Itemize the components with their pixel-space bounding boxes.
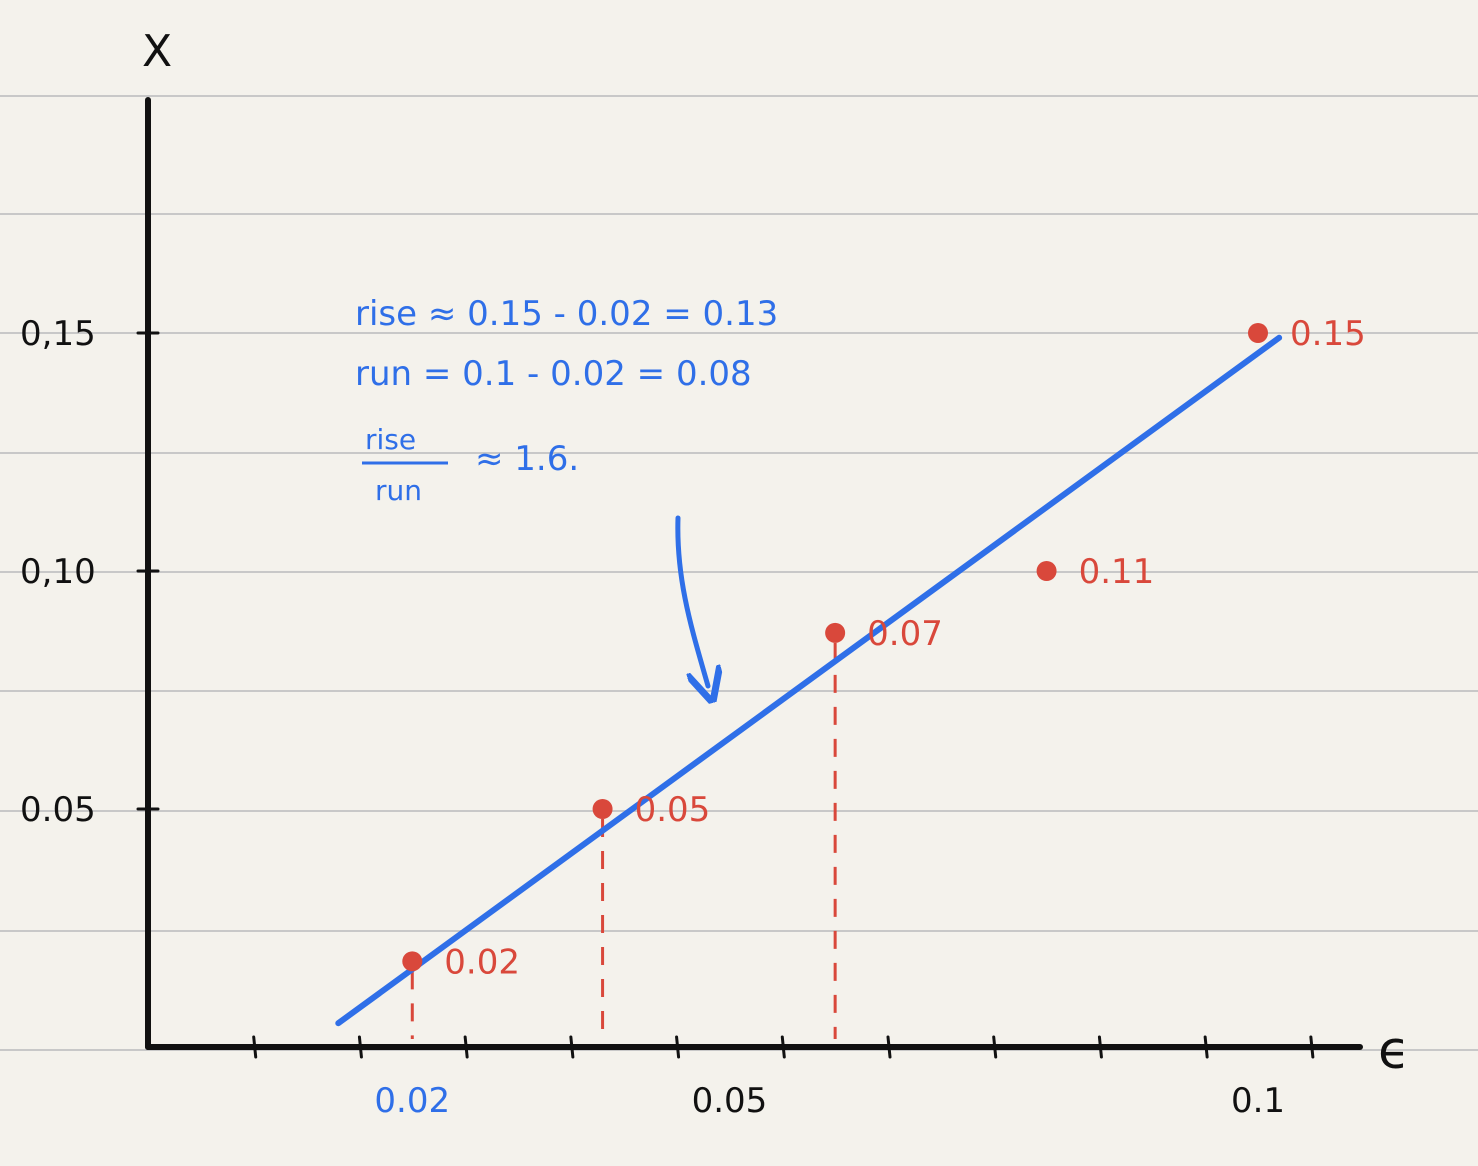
fraction-denominator: run xyxy=(375,474,422,507)
ruled-paper-lines xyxy=(0,95,1478,1051)
x-tick xyxy=(1203,1035,1209,1059)
x-tick-label: 0.02 xyxy=(374,1081,450,1121)
x-tick xyxy=(675,1035,681,1059)
axes: ϵ X 0.02 0.05 0.1 0.05 0,10 0,15 xyxy=(20,26,1410,1121)
fit-line-layer xyxy=(335,334,1283,1027)
y-tick-label: 0,15 xyxy=(20,314,96,354)
annotations: rise ≈ 0.15 - 0.02 = 0.13 run = 0.1 - 0.… xyxy=(355,294,778,686)
rise-annotation: rise ≈ 0.15 - 0.02 = 0.13 xyxy=(355,294,778,334)
fit-line xyxy=(335,334,1283,1027)
run-annotation: run = 0.1 - 0.02 = 0.08 xyxy=(355,354,752,394)
data-point xyxy=(592,799,613,819)
data-point-label: 0.05 xyxy=(635,790,711,830)
data-point-label: 0.02 xyxy=(444,942,520,982)
data-point-label: 0.07 xyxy=(867,614,943,654)
drop-lines xyxy=(410,642,837,1039)
data-point xyxy=(1036,561,1057,581)
ratio-annotation: ≈ 1.6. xyxy=(475,439,579,479)
x-tick xyxy=(992,1035,998,1059)
x-tick xyxy=(357,1035,363,1059)
y-tick-label: 0,10 xyxy=(20,552,96,592)
y-axis-label: X xyxy=(142,26,172,77)
data-point xyxy=(402,951,423,972)
points-layer: 0.02 0.05 0.07 0.11 0.15 xyxy=(402,314,1366,982)
fraction-numerator: rise xyxy=(365,423,416,456)
x-axis-label: ϵ xyxy=(1378,1021,1410,1081)
data-point xyxy=(1248,323,1268,343)
x-tick-label: 0.05 xyxy=(692,1081,768,1121)
x-tick xyxy=(252,1035,258,1059)
data-point-label: 0.11 xyxy=(1079,552,1155,592)
data-point-label: 0.15 xyxy=(1290,314,1366,354)
data-point xyxy=(825,622,846,643)
x-tick xyxy=(569,1035,575,1059)
x-tick xyxy=(780,1035,786,1059)
x-tick xyxy=(463,1035,469,1059)
pointer-arrow xyxy=(675,515,708,686)
x-tick xyxy=(886,1035,892,1059)
x-tick xyxy=(1309,1035,1315,1059)
y-tick-label: 0.05 xyxy=(20,790,96,830)
x-tick xyxy=(1097,1035,1103,1059)
x-tick-label: 0.1 xyxy=(1231,1081,1285,1121)
